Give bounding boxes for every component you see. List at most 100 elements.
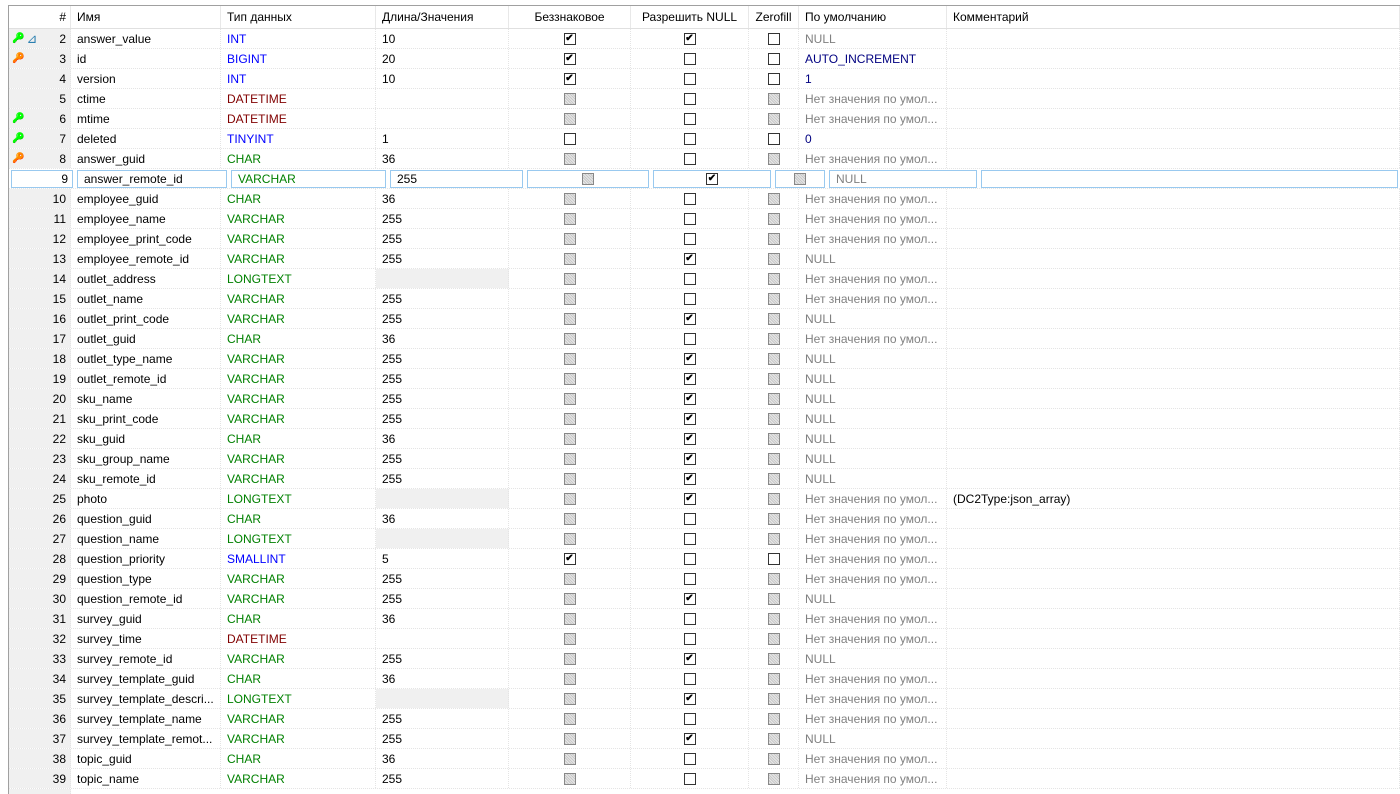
- allow-null-cell[interactable]: [631, 89, 749, 108]
- allow-null-checkbox[interactable]: [683, 632, 696, 645]
- table-row[interactable]: 24 sku_remote_id VARCHAR 255 ✔ NULL: [9, 469, 1400, 489]
- allow-null-cell[interactable]: [631, 109, 749, 128]
- column-type[interactable]: LONGTEXT: [221, 269, 376, 288]
- column-type[interactable]: VARCHAR: [221, 289, 376, 308]
- zerofill-cell[interactable]: [749, 49, 799, 68]
- column-default[interactable]: NULL: [799, 429, 947, 448]
- column-length[interactable]: 5: [376, 549, 509, 568]
- column-type[interactable]: VARCHAR: [221, 309, 376, 328]
- column-default[interactable]: NULL: [799, 409, 947, 428]
- column-name[interactable]: sku_remote_id: [71, 469, 221, 488]
- column-name[interactable]: employee_name: [71, 209, 221, 228]
- allow-null-checkbox[interactable]: [683, 332, 696, 345]
- column-default[interactable]: NULL: [799, 249, 947, 268]
- column-length[interactable]: 255: [376, 309, 509, 328]
- unsigned-checkbox[interactable]: [563, 132, 576, 145]
- table-row[interactable]: 30 question_remote_id VARCHAR 255 ✔ NULL: [9, 589, 1400, 609]
- table-row[interactable]: 9 answer_remote_id VARCHAR 255 ✔ NULL: [9, 169, 1400, 189]
- table-row[interactable]: 37 survey_template_remot... VARCHAR 255 ✔ NUL…: [9, 729, 1400, 749]
- column-length[interactable]: 255: [376, 589, 509, 608]
- column-comment[interactable]: [947, 189, 1400, 208]
- column-comment[interactable]: [947, 49, 1400, 68]
- column-length[interactable]: 36: [376, 329, 509, 348]
- header-zerofill[interactable]: Zerofill: [749, 6, 799, 28]
- column-comment[interactable]: [947, 309, 1400, 328]
- table-row[interactable]: 25 photo LONGTEXT ✔ Нет значения по умол...(…: [9, 489, 1400, 509]
- row-number[interactable]: 36: [9, 709, 71, 728]
- allow-null-checkbox[interactable]: [683, 672, 696, 685]
- column-type[interactable]: DATETIME: [221, 89, 376, 108]
- column-default[interactable]: NULL: [799, 649, 947, 668]
- column-comment[interactable]: [947, 129, 1400, 148]
- table-row[interactable]: 5 ctime DATETIME Нет значения по умол...: [9, 89, 1400, 109]
- column-name[interactable]: outlet_remote_id: [71, 369, 221, 388]
- allow-null-cell[interactable]: [631, 209, 749, 228]
- column-name[interactable]: topic_guid: [71, 749, 221, 768]
- column-length[interactable]: [376, 269, 509, 288]
- allow-null-cell[interactable]: ✔: [631, 29, 749, 48]
- column-comment[interactable]: [947, 289, 1400, 308]
- column-comment[interactable]: [947, 409, 1400, 428]
- column-type[interactable]: VARCHAR: [221, 349, 376, 368]
- column-default[interactable]: Нет значения по умол...: [799, 149, 947, 168]
- column-length[interactable]: 36: [376, 149, 509, 168]
- column-comment[interactable]: [947, 429, 1400, 448]
- allow-null-cell[interactable]: [631, 549, 749, 568]
- column-default[interactable]: NULL: [799, 309, 947, 328]
- table-row[interactable]: 19 outlet_remote_id VARCHAR 255 ✔ NULL: [9, 369, 1400, 389]
- allow-null-checkbox[interactable]: [683, 272, 696, 285]
- allow-null-cell[interactable]: [631, 189, 749, 208]
- row-number[interactable]: 11: [9, 209, 71, 228]
- column-default[interactable]: Нет значения по умол...: [799, 669, 947, 688]
- column-comment[interactable]: (DC2Type:json_array): [947, 489, 1400, 508]
- table-row[interactable]: 4 version INT 10 ✔ 1: [9, 69, 1400, 89]
- column-type[interactable]: LONGTEXT: [221, 689, 376, 708]
- row-number[interactable]: 16: [9, 309, 71, 328]
- column-length[interactable]: 255: [376, 649, 509, 668]
- allow-null-cell[interactable]: [631, 229, 749, 248]
- column-comment[interactable]: [947, 529, 1400, 548]
- row-number[interactable]: 18: [9, 349, 71, 368]
- table-row[interactable]: 27 question_name LONGTEXT Нет значения по у…: [9, 529, 1400, 549]
- column-default[interactable]: Нет значения по умол...: [799, 749, 947, 768]
- allow-null-cell[interactable]: [631, 569, 749, 588]
- allow-null-checkbox[interactable]: [683, 92, 696, 105]
- column-default[interactable]: NULL: [799, 469, 947, 488]
- allow-null-cell[interactable]: [631, 49, 749, 68]
- column-default[interactable]: 1: [799, 69, 947, 88]
- allow-null-checkbox[interactable]: ✔: [683, 372, 696, 385]
- column-name[interactable]: answer_remote_id: [77, 170, 227, 188]
- allow-null-checkbox[interactable]: [683, 572, 696, 585]
- zerofill-checkbox[interactable]: [767, 132, 780, 145]
- row-number[interactable]: 35: [9, 689, 71, 708]
- row-number[interactable]: 🔑 8: [9, 149, 71, 168]
- allow-null-checkbox[interactable]: ✔: [683, 452, 696, 465]
- column-name[interactable]: employee_guid: [71, 189, 221, 208]
- table-row[interactable]: 15 outlet_name VARCHAR 255 Нет значения по у…: [9, 289, 1400, 309]
- row-number[interactable]: 🔑 3: [9, 49, 71, 68]
- column-comment[interactable]: [981, 170, 1398, 188]
- table-row[interactable]: 32 survey_time DATETIME Нет значения по умо…: [9, 629, 1400, 649]
- unsigned-checkbox[interactable]: ✔: [563, 52, 576, 65]
- column-default[interactable]: Нет значения по умол...: [799, 629, 947, 648]
- row-number[interactable]: 14: [9, 269, 71, 288]
- column-default[interactable]: NULL: [799, 29, 947, 48]
- column-comment[interactable]: [947, 629, 1400, 648]
- column-length[interactable]: 255: [376, 229, 509, 248]
- table-row[interactable]: 18 outlet_type_name VARCHAR 255 ✔ NULL: [9, 349, 1400, 369]
- allow-null-cell[interactable]: ✔: [631, 249, 749, 268]
- header-name[interactable]: Имя: [71, 6, 221, 28]
- column-type[interactable]: VARCHAR: [221, 729, 376, 748]
- column-default[interactable]: Нет значения по умол...: [799, 189, 947, 208]
- allow-null-cell[interactable]: [631, 69, 749, 88]
- row-number[interactable]: 30: [9, 589, 71, 608]
- allow-null-cell[interactable]: [631, 749, 749, 768]
- column-type[interactable]: LONGTEXT: [221, 489, 376, 508]
- column-default[interactable]: Нет значения по умол...: [799, 709, 947, 728]
- zerofill-cell[interactable]: [749, 69, 799, 88]
- allow-null-cell[interactable]: ✔: [631, 649, 749, 668]
- column-name[interactable]: survey_template_guid: [71, 669, 221, 688]
- allow-null-checkbox[interactable]: [683, 772, 696, 785]
- table-row[interactable]: 16 outlet_print_code VARCHAR 255 ✔ NULL: [9, 309, 1400, 329]
- column-length[interactable]: 36: [376, 749, 509, 768]
